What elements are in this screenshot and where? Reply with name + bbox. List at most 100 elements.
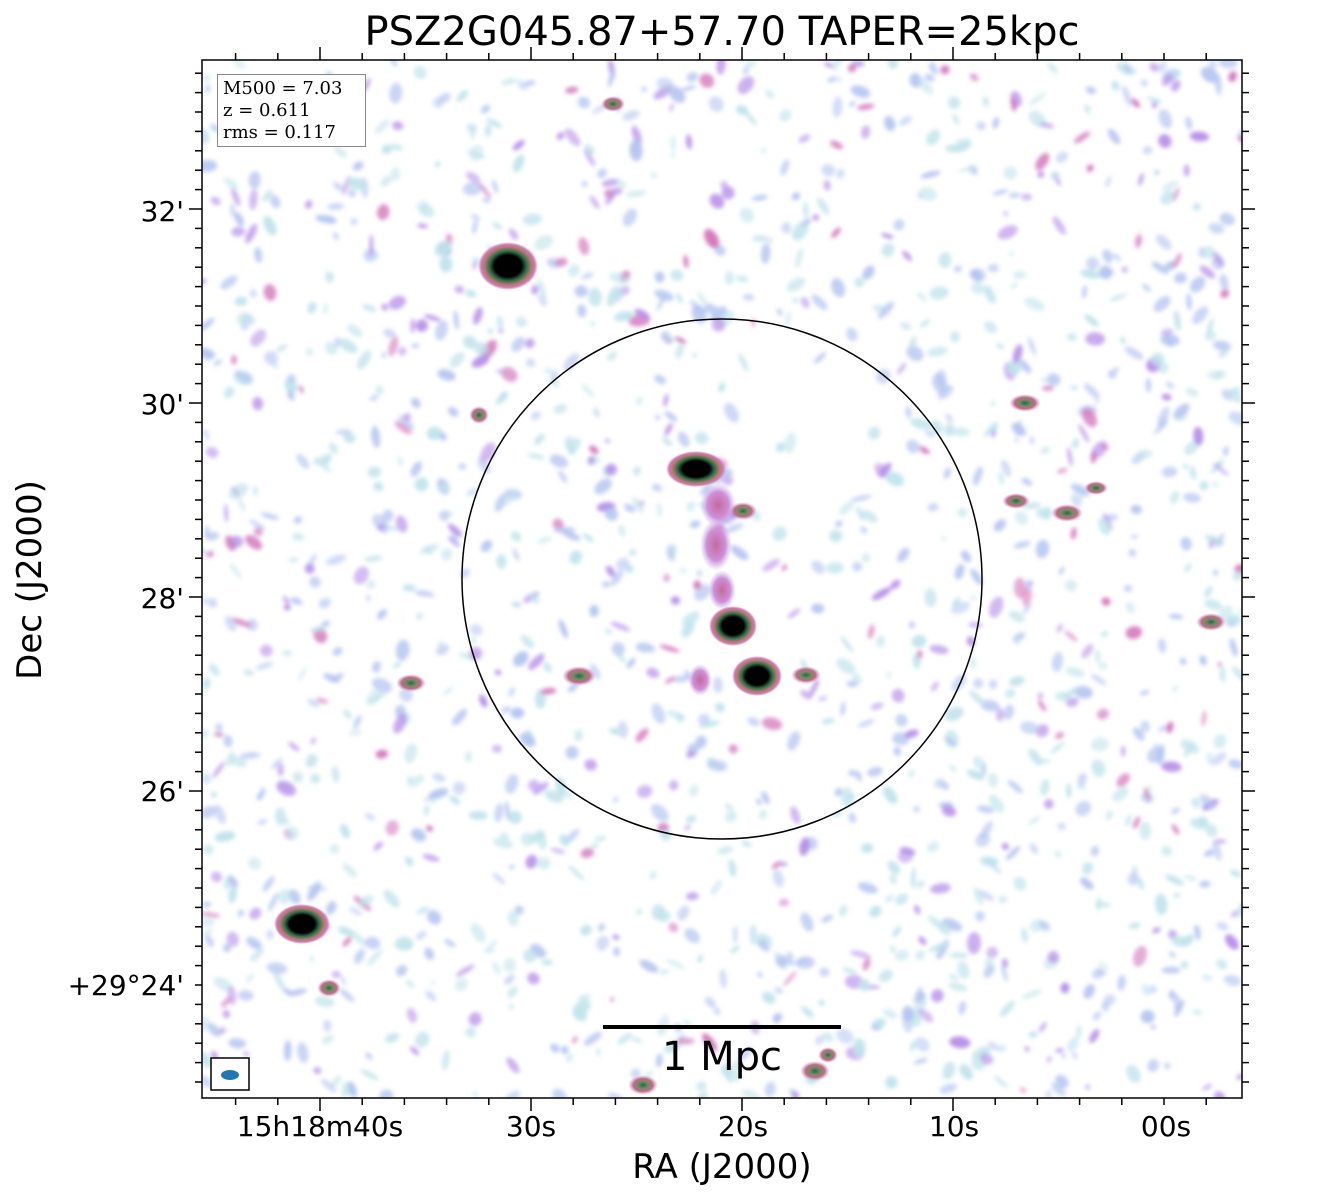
noise-blob [323, 1019, 332, 1033]
noise-blob [256, 791, 264, 801]
noise-blob [795, 248, 804, 269]
noise-blob [366, 579, 376, 590]
noise-blob [846, 327, 858, 342]
noise-blob [945, 706, 964, 722]
noise-blob [1161, 393, 1172, 401]
noise-blob [350, 218, 358, 226]
noise-blob [573, 729, 584, 742]
noise-blob [231, 226, 245, 237]
noise-blob [395, 515, 408, 533]
noise-blob [503, 490, 517, 506]
noise-blob [654, 271, 665, 283]
noise-blob [782, 564, 787, 571]
noise-blob [1047, 62, 1058, 74]
noise-blob [325, 554, 347, 566]
noise-blob [989, 596, 1004, 618]
noise-blob [392, 121, 404, 131]
noise-blob [248, 314, 255, 326]
noise-blob [791, 192, 801, 201]
noise-blob [524, 80, 536, 86]
noise-blob [364, 555, 383, 562]
noise-blob [1199, 880, 1211, 888]
noise-blob [851, 60, 865, 68]
noise-blob [1220, 289, 1230, 299]
noise-blob [202, 806, 217, 819]
noise-blob [685, 892, 699, 901]
noise-blob [455, 964, 475, 977]
noise-blob [236, 312, 250, 325]
noise-blob [1189, 131, 1210, 142]
noise-blob [1145, 377, 1152, 393]
noise-blob [1213, 1091, 1226, 1098]
noise-blob [1232, 666, 1242, 682]
noise-blob [1027, 337, 1037, 356]
noise-blob [203, 428, 210, 440]
noise-blob [669, 152, 676, 159]
noise-blob [564, 128, 581, 147]
noise-blob [1064, 630, 1078, 642]
noise-blob [589, 663, 601, 680]
noise-blob [836, 77, 843, 83]
noise-blob [577, 96, 591, 109]
noise-blob [982, 96, 990, 107]
noise-blob [1182, 463, 1189, 470]
noise-blob [868, 426, 881, 440]
noise-blob [268, 892, 279, 912]
noise-blob [1014, 438, 1019, 443]
noise-blob [385, 1032, 400, 1043]
noise-blob [1065, 783, 1072, 799]
chart-title: PSZ2G045.87+57.70 TAPER=25kpc [364, 9, 1080, 55]
noise-blob [347, 324, 363, 338]
noise-blob [494, 803, 504, 823]
noise-blob [260, 512, 279, 520]
noise-blob [275, 807, 286, 826]
noise-blob [1185, 387, 1199, 397]
noise-blob [1101, 444, 1110, 450]
noise-blob [434, 161, 441, 168]
noise-blob [646, 667, 660, 678]
noise-blob [663, 393, 669, 407]
noise-blob [1132, 945, 1148, 967]
noise-blob [423, 314, 441, 322]
noise-blob [1007, 360, 1021, 376]
noise-blob [225, 751, 236, 767]
noise-blob [1180, 739, 1200, 754]
noise-blob [202, 547, 210, 557]
noise-blob [501, 706, 511, 714]
noise-blob [414, 1031, 430, 1048]
noise-blob [1077, 772, 1087, 787]
noise-blob [514, 905, 524, 915]
noise-blob [328, 442, 338, 455]
noise-blob [438, 510, 450, 522]
noise-blob [554, 527, 576, 534]
noise-blob [1208, 538, 1215, 549]
noise-blob [348, 907, 363, 916]
noise-blob [1207, 370, 1227, 380]
noise-blob [466, 123, 478, 133]
noise-blob [369, 234, 374, 257]
noise-blob [1147, 746, 1163, 763]
noise-blob [724, 402, 739, 423]
noise-blob [959, 1064, 973, 1080]
noise-blob [430, 980, 436, 985]
noise-blob [914, 1037, 930, 1052]
noise-blob [664, 676, 677, 684]
noise-blob [1216, 462, 1222, 470]
noise-blob [1228, 71, 1238, 83]
noise-blob [534, 433, 545, 445]
noise-blob [228, 875, 238, 888]
noise-blob [283, 603, 291, 611]
noise-blob [234, 212, 244, 227]
noise-blob [203, 901, 211, 908]
noise-blob [1215, 532, 1225, 549]
noise-blob [246, 618, 258, 631]
noise-blob [429, 788, 449, 800]
noise-blob [814, 352, 827, 364]
noise-blob [854, 277, 865, 288]
noise-blob [213, 976, 234, 992]
noise-blob [1147, 1059, 1159, 1072]
noise-blob [811, 294, 828, 311]
noise-blob [1228, 759, 1242, 769]
noise-blob [944, 737, 957, 746]
